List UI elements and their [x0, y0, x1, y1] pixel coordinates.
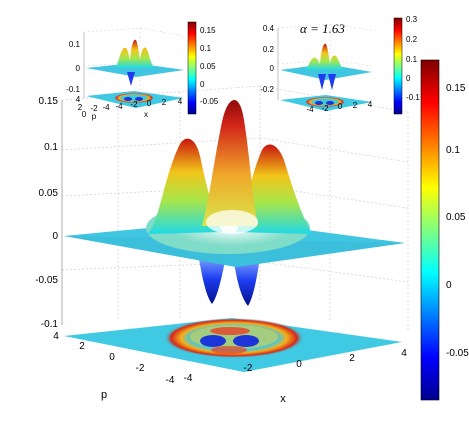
main-dip-right — [233, 256, 260, 306]
inset-left-x-tick: 4 — [178, 97, 183, 106]
inset-right-z-tick: 0.4 — [263, 24, 275, 33]
main-dip-left — [198, 254, 226, 304]
inset-right-x-tick: 0 — [338, 102, 343, 111]
inset-right-dip — [318, 74, 326, 90]
main-colorbar: 0.15 0.1 0.05 0 -0.05 — [420, 59, 469, 401]
inset-right-z-tick: 0.2 — [263, 45, 275, 54]
inset-left-p-tick: 2 — [78, 103, 83, 112]
inset-left-colorbar-tick: 0.15 — [200, 26, 216, 35]
inset-right-colorbar-tick: 0.3 — [406, 15, 418, 24]
main-z-tick-label: 0 — [52, 231, 58, 242]
inset-right-z-tick: 0 — [270, 64, 275, 73]
main-x-tick-label: 4 — [401, 348, 407, 359]
inset-right-x-tick: -2 — [321, 104, 329, 113]
inset-left-dip — [127, 72, 135, 86]
main-surface-valley-highlight — [206, 210, 258, 234]
main-colorbar-tick-label: -0.05 — [446, 348, 469, 359]
main-p-tick-label: -2 — [136, 363, 145, 374]
main-peak-center — [202, 99, 258, 226]
inset-left-p-label: p — [92, 112, 97, 121]
inset-right-x-tick: 2 — [353, 101, 358, 110]
main-peak-left — [148, 138, 222, 234]
inset-left-peaks — [116, 39, 154, 68]
inset-right-dip-2 — [328, 74, 336, 90]
main-colorbar-tick-label: 0 — [446, 280, 452, 291]
main-x-tick-label: -2 — [244, 363, 253, 374]
inset-left-x-tick: 2 — [162, 98, 167, 107]
main-x-tick-label: 0 — [296, 359, 302, 370]
inset-left-p-tick: 4 — [76, 95, 81, 104]
main-p-ticks: 4 2 0 -2 -4 — [53, 331, 175, 386]
inset-left-p-tick: -2 — [90, 104, 98, 113]
inset-right-x-tick: -4 — [306, 105, 314, 114]
inset-left-x-tick: -2 — [130, 100, 138, 109]
main-x-tick-label: -4 — [184, 373, 193, 384]
main-colorbar-tick-label: 0.05 — [446, 212, 466, 223]
inset-right-colorbar: 0.3 0.2 0.1 0 -0.1 — [393, 15, 420, 115]
main-p-tick-label: 4 — [53, 331, 59, 342]
inset-left-z-tick: 0 — [76, 64, 81, 73]
main-floor-dip-left — [200, 335, 226, 347]
inset-right-colorbar-tick: -0.1 — [406, 93, 420, 102]
main-colorbar-tick-label: 0.15 — [446, 83, 466, 94]
main-floor-dip-right — [233, 335, 259, 347]
inset-right-plot: α = 1.63 0.4 0.2 0 -0.2 -4 -2 0 2 4 — [260, 21, 373, 114]
main-p-tick-label: 2 — [79, 341, 85, 352]
inset-left-colorbar-tick: 0.05 — [200, 62, 216, 71]
main-surface-plot: 0.15 0.1 0.05 0 -0.05 -0.1 — [35, 85, 409, 405]
inset-left-colorbar-tick: 0 — [200, 80, 205, 89]
main-z-ticks: 0.15 0.1 0.05 0 -0.05 -0.1 — [35, 96, 58, 330]
inset-right-zero-plane — [280, 64, 372, 80]
alpha-annotation: α = 1.63 — [300, 21, 345, 36]
main-floor-center-bottom — [211, 346, 247, 354]
inset-left-x-tick: -4 — [115, 102, 123, 111]
inset-left-zero-plane — [86, 63, 184, 77]
inset-left-x-tick: 0 — [147, 99, 152, 108]
inset-left-colorbar-tick: 0.1 — [200, 44, 212, 53]
inset-right-colorbar-tick: 0 — [406, 74, 411, 83]
main-z-tick-label: 0.15 — [39, 96, 59, 107]
main-x-ticks: -4 -2 0 2 4 — [184, 348, 408, 384]
main-colorbar-gradient — [420, 59, 440, 401]
inset-right-z-tick: -0.2 — [260, 85, 274, 94]
main-colorbar-tick-label: 0.1 — [446, 145, 460, 156]
inset-left-colorbar: 0.15 0.1 0.05 0 -0.05 — [187, 21, 219, 115]
inset-left-colorbar-tick: -0.05 — [200, 97, 219, 106]
inset-left-x-label: x — [144, 110, 148, 119]
inset-left-plot: 0.1 0 -0.1 4 2 0 -2 -4 -4 -2 0 2 4 p x — [66, 27, 185, 121]
inset-right-peaks — [306, 43, 344, 70]
main-z-tick-label: -0.1 — [41, 319, 59, 330]
main-z-tick-label: -0.05 — [35, 275, 58, 286]
inset-left-z-tick: 0.1 — [69, 40, 81, 49]
main-x-tick-label: 2 — [349, 353, 355, 364]
inset-left-p-tick: 0 — [82, 110, 87, 119]
inset-right-colorbar-tick: 0.1 — [406, 55, 418, 64]
main-x-axis-label: x — [280, 393, 286, 405]
main-p-tick-label: -4 — [166, 375, 175, 386]
main-floor-center — [210, 327, 250, 335]
inset-right-colorbar-tick: 0.2 — [406, 35, 418, 44]
inset-left-z-tick: -0.1 — [66, 85, 80, 94]
main-p-tick-label: 0 — [109, 352, 115, 363]
main-z-tick-label: 0.05 — [39, 188, 59, 199]
inset-right-x-tick: 4 — [368, 100, 373, 109]
inset-left-p-tick: -4 — [102, 103, 110, 112]
main-p-axis-label: p — [101, 389, 107, 401]
main-z-tick-label: 0.1 — [44, 142, 58, 153]
